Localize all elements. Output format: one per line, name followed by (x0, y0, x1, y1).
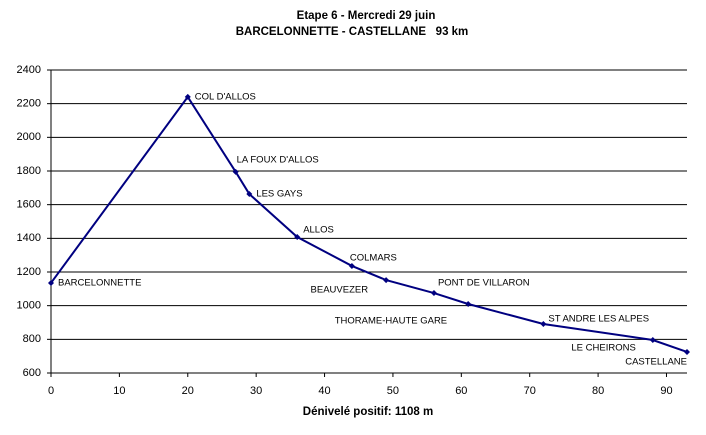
point-label: THORAME-HAUTE GARE (335, 315, 447, 326)
y-tick-label: 1200 (17, 266, 41, 278)
point-marker (465, 300, 472, 307)
profile-line (50, 95, 688, 353)
point-label: COLMARS (350, 252, 397, 263)
x-tick-label: 80 (592, 385, 604, 397)
x-tick-label: 10 (113, 385, 125, 397)
point-marker (184, 93, 191, 100)
x-tick-label: 0 (48, 385, 54, 397)
y-tick-label: 1000 (17, 300, 41, 312)
y-tick-label: 2000 (17, 131, 41, 143)
point-marker (649, 337, 656, 344)
point-marker (348, 262, 355, 269)
point-marker (684, 348, 690, 355)
point-marker (294, 233, 301, 240)
chart-title: Etape 6 - Mercredi 29 juin (297, 10, 436, 22)
x-tick-label: 30 (250, 385, 262, 397)
point-label: BARCELONNETTE (58, 277, 141, 288)
y-tick-label: 2400 (17, 64, 41, 76)
x-axis-label: Dénivelé positif: 1108 m (303, 406, 433, 418)
point-label: ST ANDRE LES ALPES (548, 314, 649, 325)
point-label: LE CHEIRONS (571, 343, 635, 354)
chart-subtitle: BARCELONNETTE - CASTELLANE 93 km (236, 26, 469, 38)
x-tick-label: 20 (182, 385, 194, 397)
point-marker (540, 321, 547, 328)
point-label: LES GAYS (256, 189, 302, 200)
point-label: COL D'ALLOS (195, 91, 256, 102)
point-label: ALLOS (303, 225, 334, 236)
point-label: BEAUVEZER (311, 285, 369, 296)
y-tick-label: 1800 (17, 165, 41, 177)
point-marker (383, 277, 390, 284)
y-tick-label: 2200 (17, 98, 41, 110)
x-tick-label: 70 (524, 385, 536, 397)
point-label: PONT DE VILLARON (438, 278, 530, 289)
y-tick-label: 600 (23, 367, 41, 379)
point-marker (232, 168, 239, 175)
x-tick-label: 50 (387, 385, 399, 397)
x-tick-label: 60 (455, 385, 467, 397)
point-label: CASTELLANE (625, 356, 687, 367)
point-marker (48, 279, 54, 286)
x-tick-label: 90 (660, 385, 672, 397)
y-tick-label: 800 (23, 333, 41, 345)
point-label: LA FOUX D'ALLOS (237, 154, 319, 165)
y-tick-label: 1400 (17, 232, 41, 244)
point-marker (246, 191, 253, 198)
point-marker (430, 290, 437, 297)
y-tick-label: 1600 (17, 199, 41, 211)
x-tick-label: 40 (318, 385, 330, 397)
